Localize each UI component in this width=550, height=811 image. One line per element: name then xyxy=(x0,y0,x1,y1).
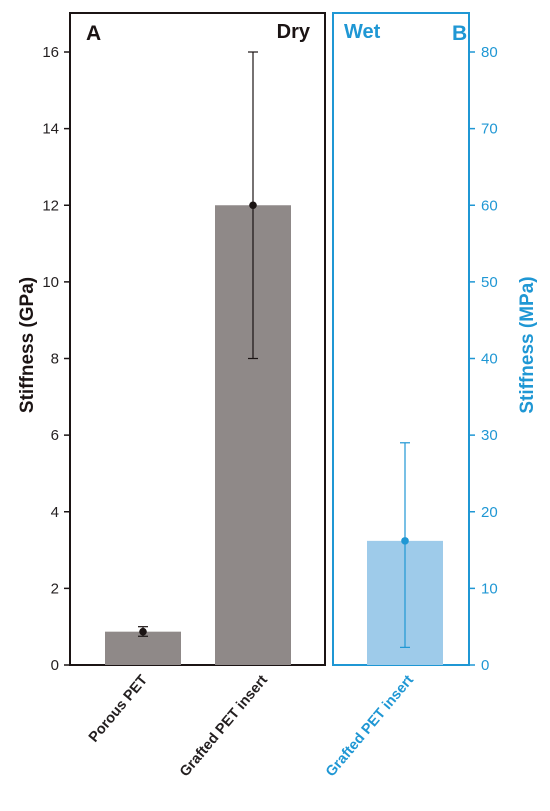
panel-b-y-tick-label: 40 xyxy=(481,351,498,368)
panel-b-mean-point xyxy=(401,537,409,545)
panel-b-y-axis: 0 10 20 30 40 50 60 70 80 xyxy=(469,44,498,674)
panel-a-y-tick-label: 16 xyxy=(42,44,59,61)
panel-b-y-tick-label: 70 xyxy=(481,121,498,138)
panel-a-mean-point xyxy=(139,627,147,636)
panel-a-mean-point xyxy=(249,201,257,210)
panel-a-y-tick-label: 0 xyxy=(51,657,59,674)
panel-b-y-tick-label: 60 xyxy=(481,197,498,214)
panel-a-y-axis: 0 2 4 6 8 10 12 14 16 xyxy=(42,44,70,674)
panel-a-frame xyxy=(69,12,326,666)
panel-a-y-tick-label: 6 xyxy=(51,427,59,444)
panel-a-letter: A xyxy=(86,22,101,45)
panel-b-y-axis-title: Stiffness (MPa) xyxy=(517,276,538,413)
panel-a-bar xyxy=(105,631,181,665)
panel-a-y-tick-label: 4 xyxy=(51,504,59,521)
panel-a-y-axis-title: Stiffness (GPa) xyxy=(17,277,38,413)
panel-a-y-tick-label: 14 xyxy=(42,121,59,138)
category-label-grafted-wet: Grafted PET insert xyxy=(323,672,417,780)
panel-b-y-tick-label: 10 xyxy=(481,580,498,597)
panel-b-letter: B xyxy=(452,22,467,45)
panel-a-y-tick-label: 12 xyxy=(42,197,59,214)
category-label-porous-pet: Porous PET xyxy=(86,672,151,745)
panel-b-bars xyxy=(367,442,443,665)
panel-a-y-tick-label: 2 xyxy=(51,580,59,597)
panel-a-bars xyxy=(105,51,291,665)
panel-a-y-tick-label: 10 xyxy=(42,274,59,291)
panel-b-y-tick-label: 0 xyxy=(481,657,489,674)
panel-a-condition-label: Dry xyxy=(277,21,311,43)
category-labels: Porous PET Grafted PET insert Grafted PET … xyxy=(86,672,417,780)
category-label-grafted-dry: Grafted PET insert xyxy=(177,672,271,780)
panel-b-y-tick-label: 50 xyxy=(481,274,498,291)
panel-b-y-tick-label: 30 xyxy=(481,427,498,444)
panel-a-y-tick-label: 8 xyxy=(51,351,59,368)
panel-b-y-tick-label: 20 xyxy=(481,504,498,521)
panel-b-y-tick-label: 80 xyxy=(481,44,498,61)
panel-b-condition-label: Wet xyxy=(344,21,381,43)
